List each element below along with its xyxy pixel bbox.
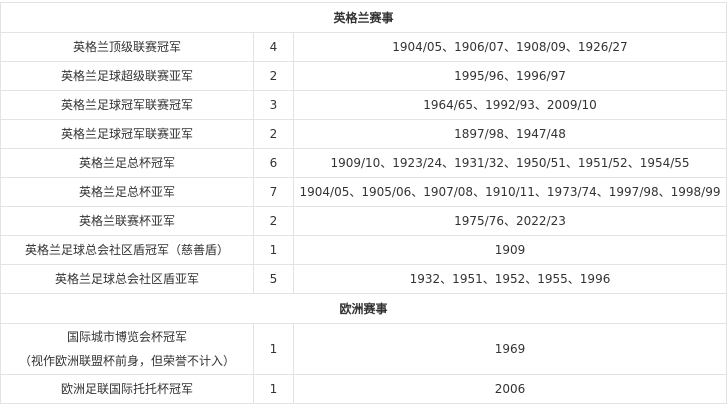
- honour-seasons: 1904/05、1906/07、1908/09、1926/27: [293, 32, 727, 62]
- honours-table: 英格兰赛事 英格兰顶级联赛冠军 4 1904/05、1906/07、1908/09、1…: [0, 2, 727, 404]
- honour-count: 2: [253, 61, 294, 91]
- honour-name: 英格兰足球冠军联赛冠军: [0, 90, 254, 120]
- section-header-row: 英格兰赛事: [0, 2, 727, 33]
- section-header-row: 欧洲赛事: [0, 293, 727, 324]
- honour-seasons: 1995/96、1996/97: [293, 61, 727, 91]
- honour-seasons: 2006: [293, 374, 727, 404]
- honour-seasons: 1909: [293, 235, 727, 265]
- honour-seasons: 1897/98、1947/48: [293, 119, 727, 149]
- table-row: 国际城市博览会杯冠军 （视作欧洲联盟杯前身，但荣誉不计入） 1 1969: [0, 323, 727, 375]
- honour-seasons: 1932、1951、1952、1955、1996: [293, 264, 727, 294]
- table-row: 英格兰足球冠军联赛亚军 2 1897/98、1947/48: [0, 119, 727, 149]
- honour-seasons: 1909/10、1923/24、1931/32、1950/51、1951/52、…: [293, 148, 727, 178]
- table-row: 英格兰足球总会社区盾亚军 5 1932、1951、1952、1955、1996: [0, 264, 727, 294]
- honour-name: 英格兰联赛杯亚军: [0, 206, 254, 236]
- honour-name: 英格兰顶级联赛冠军: [0, 32, 254, 62]
- honour-count: 4: [253, 32, 294, 62]
- section-title: 欧洲赛事: [0, 293, 727, 324]
- honour-name: 英格兰足总杯冠军: [0, 148, 254, 178]
- honour-name: 英格兰足球超级联赛亚军: [0, 61, 254, 91]
- section-title: 英格兰赛事: [0, 2, 727, 33]
- table-row: 英格兰足球总会社区盾冠军（慈善盾） 1 1909: [0, 235, 727, 265]
- honour-name: 欧洲足联国际托托杯冠军: [0, 374, 254, 404]
- honour-name: 英格兰足球冠军联赛亚军: [0, 119, 254, 149]
- honour-count: 7: [253, 177, 294, 207]
- honour-count: 1: [253, 235, 294, 265]
- honour-count: 1: [253, 374, 294, 404]
- table-row: 英格兰足总杯冠军 6 1909/10、1923/24、1931/32、1950/51…: [0, 148, 727, 178]
- table-row: 英格兰足球超级联赛亚军 2 1995/96、1996/97: [0, 61, 727, 91]
- honour-name-text: 国际城市博览会杯冠军: [66, 330, 187, 344]
- honour-count: 6: [253, 148, 294, 178]
- honour-seasons: 1975/76、2022/23: [293, 206, 727, 236]
- honour-count: 1: [253, 323, 294, 375]
- honour-name: 英格兰足总杯亚军: [0, 177, 254, 207]
- honour-name: 英格兰足球总会社区盾亚军: [0, 264, 254, 294]
- table-row: 英格兰足球冠军联赛冠军 3 1964/65、1992/93、2009/10: [0, 90, 727, 120]
- table-row: 英格兰联赛杯亚军 2 1975/76、2022/23: [0, 206, 727, 236]
- honour-note: （视作欧洲联盟杯前身，但荣誉不计入）: [18, 354, 235, 368]
- honour-name: 国际城市博览会杯冠军 （视作欧洲联盟杯前身，但荣誉不计入）: [0, 323, 254, 375]
- honour-name: 英格兰足球总会社区盾冠军（慈善盾）: [0, 235, 254, 265]
- table-row: 英格兰顶级联赛冠军 4 1904/05、1906/07、1908/09、1926/2…: [0, 32, 727, 62]
- honour-seasons: 1964/65、1992/93、2009/10: [293, 90, 727, 120]
- honour-count: 3: [253, 90, 294, 120]
- honour-count: 5: [253, 264, 294, 294]
- honour-count: 2: [253, 206, 294, 236]
- honour-seasons: 1904/05、1905/06、1907/08、1910/11、1973/74、…: [293, 177, 727, 207]
- honour-seasons: 1969: [293, 323, 727, 375]
- honour-count: 2: [253, 119, 294, 149]
- table-row: 英格兰足总杯亚军 7 1904/05、1905/06、1907/08、1910/11…: [0, 177, 727, 207]
- table-row: 欧洲足联国际托托杯冠军 1 2006: [0, 374, 727, 404]
